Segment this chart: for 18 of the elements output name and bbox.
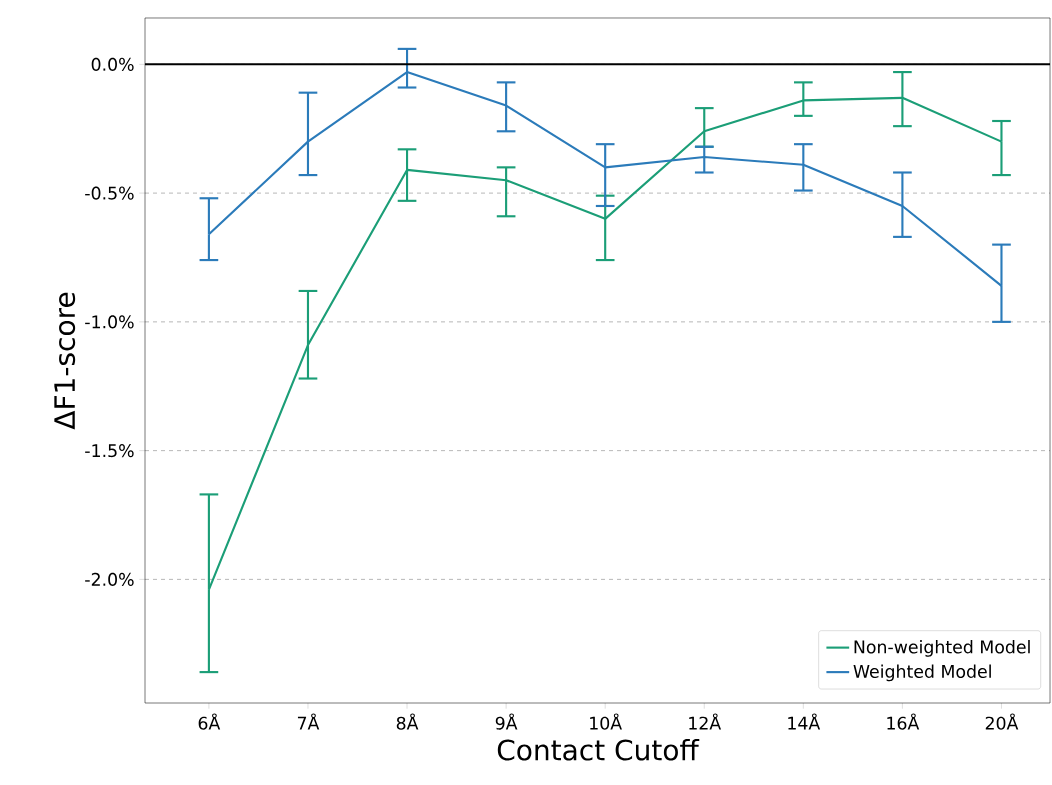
x-tick-label: 10Å [590,713,622,730]
y-tick-label: -1.5% [85,444,134,458]
x-tick-label: 7Å [297,713,320,730]
y-tick-label: -0.5% [85,186,134,200]
x-tick-label: 16Å [887,713,920,730]
x-axis-title: Contact Cutoff [497,738,700,761]
y-tick-label: 0.0% [91,57,134,71]
legend-label: Non-weighted Model [854,640,1030,657]
x-tick-label: 14Å [788,713,821,730]
legend-label: Weighted Model [853,664,991,682]
x-tick-label: 9Å [495,713,518,730]
x-tick-label: 8Å [396,713,419,730]
x-tick-label: 6Å [198,713,221,730]
y-tick-label: -2.0% [85,572,134,586]
x-tick-label: 12Å [689,713,722,730]
x-tick-label: 20Å [985,713,1019,730]
y-axis-title: ΔF1-score [54,292,76,430]
y-tick-label: -1.0% [85,315,134,329]
